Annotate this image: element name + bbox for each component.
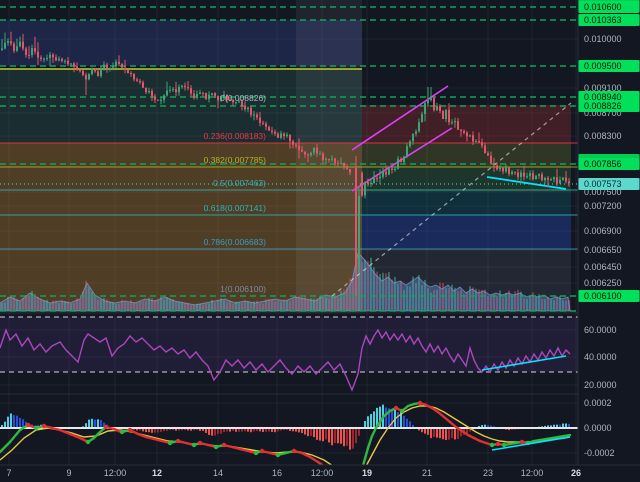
time-tick: 26 xyxy=(571,468,581,478)
macd-trendline[interactable] xyxy=(491,436,571,451)
price-axis[interactable]: 0.010000 0.009100 0.008700 0.008300 0.007500… xyxy=(577,0,640,465)
time-tick: 12:00 xyxy=(521,468,544,478)
svg-text:0.010600: 0.010600 xyxy=(584,2,622,12)
macd-tick: -0.0002 xyxy=(584,448,615,458)
rsi-tick: 40.0000 xyxy=(584,352,617,362)
alert-lines[interactable] xyxy=(0,6,578,312)
alert-price-badge xyxy=(578,100,640,112)
fib-label: 1(0.006100) xyxy=(220,284,266,294)
fib-label: 0.618(0.007141) xyxy=(204,203,267,213)
price-tick: 0.007200 xyxy=(584,201,622,211)
time-tick: 12:00 xyxy=(311,468,334,478)
alert-price-badge xyxy=(578,1,640,13)
time-axis[interactable]: 7 9 12:00 12 14 16 12:00 19 21 23 12:00 26 xyxy=(0,464,640,482)
svg-text:0.008940: 0.008940 xyxy=(584,92,622,102)
channel-upper-line[interactable] xyxy=(351,85,449,151)
brown-band xyxy=(0,143,362,311)
svg-text:0.007573: 0.007573 xyxy=(584,179,622,189)
price-tick: 0.008300 xyxy=(584,131,622,141)
price-tick: 0.007500 xyxy=(584,187,622,197)
svg-text:0.009500: 0.009500 xyxy=(584,61,622,71)
time-tick: 14 xyxy=(213,468,223,478)
macd-tick: 0.0002 xyxy=(584,398,612,408)
last-price-badge xyxy=(578,178,640,190)
price-tick: 0.008700 xyxy=(584,108,622,118)
dashed-trendline[interactable] xyxy=(331,102,572,297)
gridlines xyxy=(0,0,578,465)
rsi-trendline[interactable] xyxy=(481,355,567,371)
price-tick: 0.006250 xyxy=(584,278,622,288)
rsi-panel xyxy=(0,316,578,392)
svg-text:0.007856: 0.007856 xyxy=(584,159,622,169)
descending-trendline[interactable] xyxy=(486,176,567,190)
time-tick: 12 xyxy=(152,468,162,478)
svg-text:0.010363: 0.010363 xyxy=(584,15,622,25)
session-band[interactable] xyxy=(296,0,362,313)
svg-text:0.008826: 0.008826 xyxy=(584,101,622,111)
green-zone xyxy=(362,167,571,192)
price-tick: 0.006650 xyxy=(584,245,622,255)
rsi-line xyxy=(0,327,571,392)
time-tick: 16 xyxy=(272,468,282,478)
alert-price-badge xyxy=(578,60,640,72)
price-tick: 0.006900 xyxy=(584,226,622,236)
svg-text:0.006100: 0.006100 xyxy=(584,291,622,301)
time-tick: 7 xyxy=(6,468,11,478)
session-highlight-band xyxy=(296,0,362,313)
rsi-tick: 60.0000 xyxy=(584,325,617,335)
rsi-tick: 20.0000 xyxy=(584,380,617,390)
alert-price-badge xyxy=(578,158,640,170)
price-tick: 0.009100 xyxy=(584,83,622,93)
time-tick: 9 xyxy=(66,468,71,478)
fib-label: 0.5(0.007463) xyxy=(213,178,266,188)
fib-label: 0.236(0.008183) xyxy=(204,131,267,141)
fib-label: 0.786(0.006683) xyxy=(204,237,267,247)
fib-labels: 0(0.008826) 0.236(0.008183) 0.382(0.007785… xyxy=(204,93,267,294)
candles xyxy=(1,31,570,296)
alert-price-badge xyxy=(578,290,640,302)
fib-label: 0.382(0.007785) xyxy=(204,155,267,165)
alert-price-badge xyxy=(578,14,640,26)
time-tick: 12:00 xyxy=(104,468,127,478)
blue-zone xyxy=(362,215,571,249)
time-tick: 21 xyxy=(422,468,432,478)
price-tick: 0.006450 xyxy=(584,262,622,272)
navy-band xyxy=(0,20,362,66)
time-tick: 23 xyxy=(483,468,493,478)
price-tick: 0.010000 xyxy=(584,34,622,44)
time-tick: 19 xyxy=(362,468,372,478)
fib-label: 0(0.008826) xyxy=(220,93,266,103)
teal-zone xyxy=(362,192,571,215)
macd-tick: 0.0000 xyxy=(584,423,612,433)
